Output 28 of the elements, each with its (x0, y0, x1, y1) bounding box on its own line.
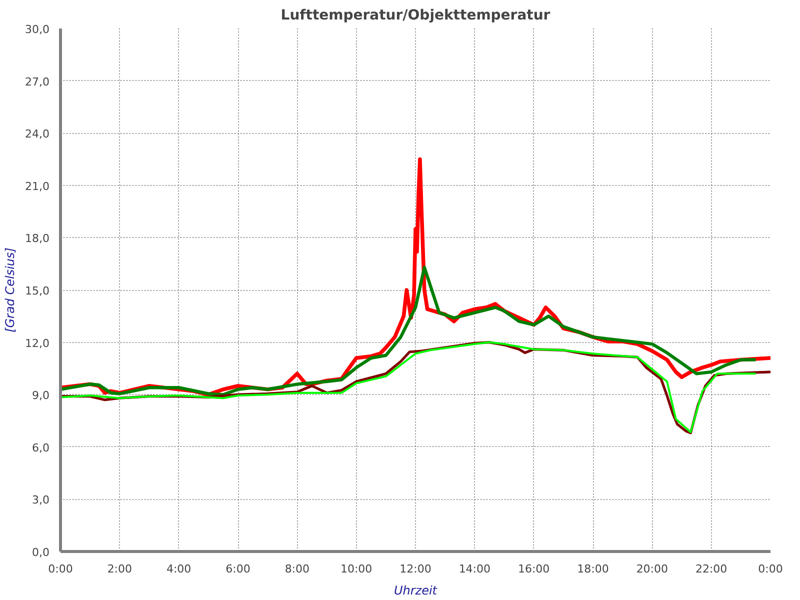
x-tick-label: 8:00 (284, 562, 310, 576)
y-tick-label: 0,0 (32, 546, 50, 559)
x-tick-label: 12:00 (400, 562, 432, 576)
x-tick-label: 2:00 (107, 562, 132, 576)
x-tick-label: 10:00 (340, 562, 372, 576)
y-tick-label: 9,0 (32, 389, 50, 402)
x-tick-label: 0:00 (48, 562, 73, 576)
x-tick-label: 14:00 (458, 562, 491, 576)
y-tick-label: 30,0 (25, 23, 50, 36)
x-tick-label: 4:00 (166, 562, 192, 576)
y-tick-label: 15,0 (25, 284, 50, 298)
y-tick-label: 18,0 (25, 232, 50, 246)
y-tick-label: 6,0 (32, 441, 50, 454)
x-axis-title: Uhrzeit (394, 584, 438, 598)
y-tick-label: 21,0 (25, 180, 50, 193)
chart-title: Lufttemperatur/Objekttemperatur (280, 8, 550, 24)
y-tick-label: 12,0 (25, 336, 50, 350)
line-series (60, 266, 758, 396)
x-tick-label: 0:00 (758, 562, 783, 576)
x-tick-label: 6:00 (226, 562, 250, 576)
x-tick-label: 18:00 (577, 562, 609, 576)
x-tick-label: 16:00 (518, 562, 550, 576)
y-tick-label: 27,0 (25, 75, 50, 88)
y-tick-label: 24,0 (25, 128, 50, 141)
y-axis-title: [Grad Celsius] (3, 247, 18, 332)
x-tick-label: 20:00 (636, 562, 668, 576)
x-tick-label: 22:00 (695, 562, 728, 576)
y-tick-label: 3,0 (32, 494, 50, 507)
